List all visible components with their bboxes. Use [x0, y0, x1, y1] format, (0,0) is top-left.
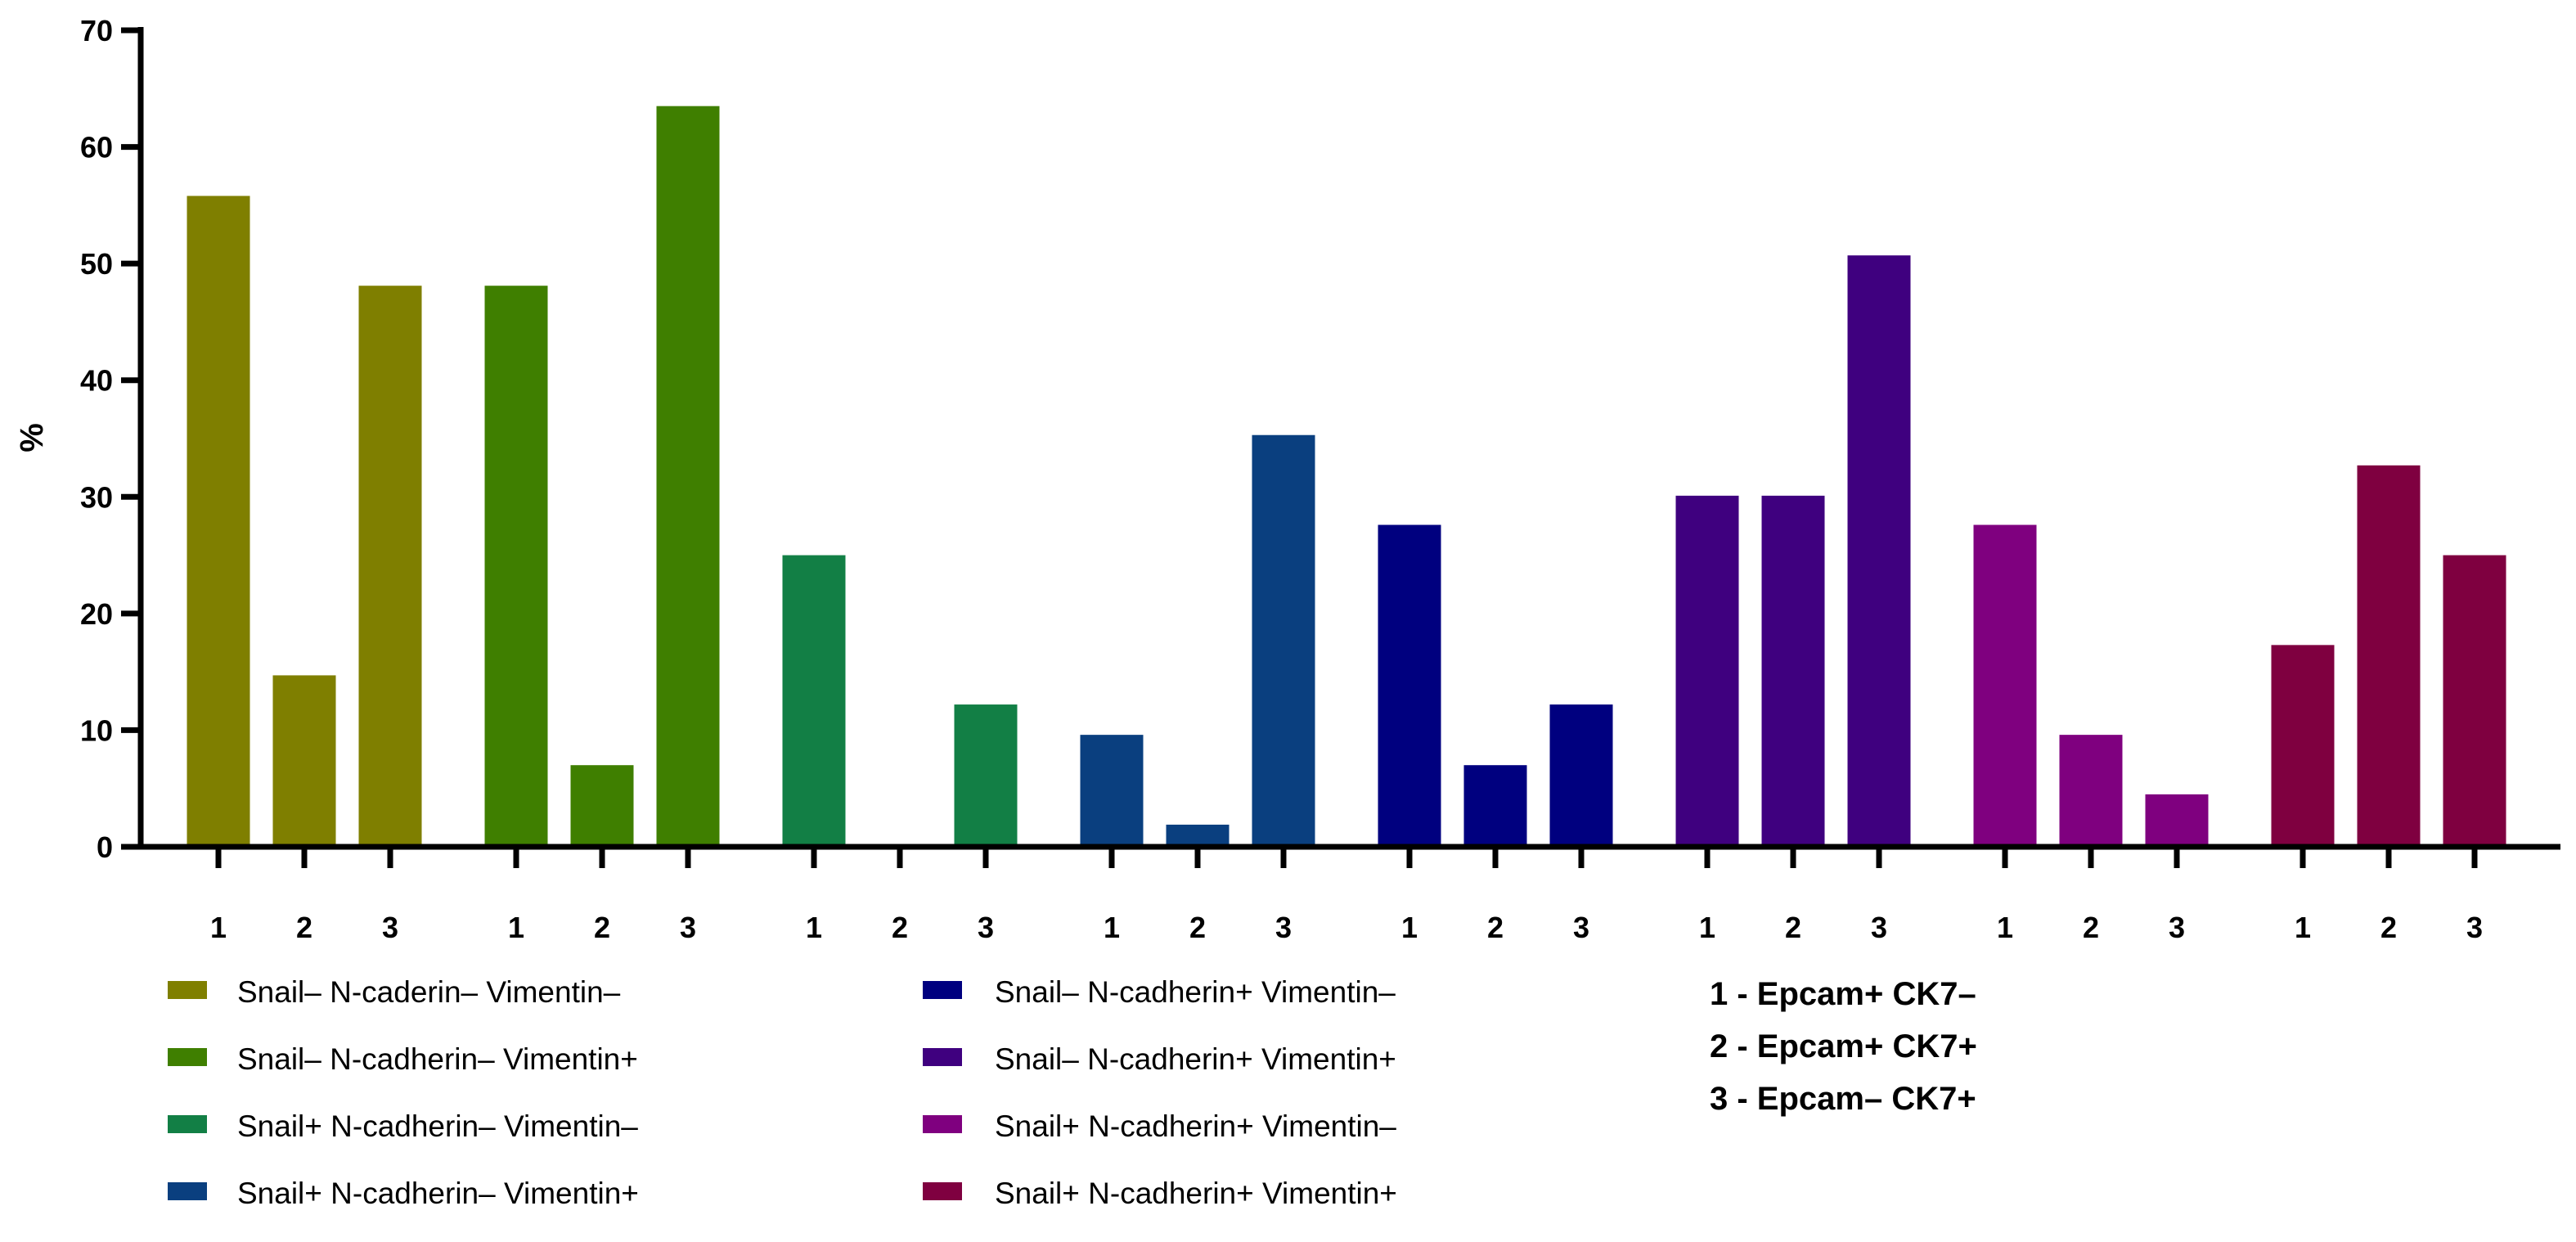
legend-label: Snail– N-cadherin+ Vimentin– — [995, 975, 1396, 1009]
legend-swatch — [923, 981, 962, 999]
x-tick-label: 2 — [1785, 911, 1801, 944]
x-tick-label: 3 — [2466, 911, 2483, 944]
y-tick-label: 70 — [80, 14, 113, 47]
y-tick-label: 20 — [80, 597, 113, 631]
y-tick-label: 60 — [80, 131, 113, 164]
bar-group-7-cat-1 — [1974, 525, 2037, 847]
legend-label: Snail– N-cadherin+ Vimentin+ — [995, 1042, 1396, 1076]
bar-group-6-cat-1 — [1676, 496, 1739, 847]
x-tick-labels: 1 2 3 1 2 3 1 2 3 1 2 3 1 2 3 1 2 3 1 2 3 1 2 3 — [210, 911, 2483, 944]
y-tick-labels: 0 10 20 30 40 50 60 70 — [80, 14, 113, 864]
annotation-notes: 1 - Epcam+ CK7– 2 - Epcam+ CK7+ 3 - Epcam–… — [1710, 976, 1977, 1117]
bar-group-8-cat-3 — [2443, 556, 2506, 847]
x-tick-label: 3 — [1573, 911, 1589, 944]
x-tick-label: 2 — [2380, 911, 2397, 944]
y-tick-label: 40 — [80, 364, 113, 398]
y-tick-label: 50 — [80, 247, 113, 281]
bar-group-3-cat-1 — [783, 556, 846, 847]
bar-group-5-cat-1 — [1378, 525, 1441, 847]
annotation-note: 2 - Epcam+ CK7+ — [1710, 1028, 1977, 1064]
x-tick-label: 1 — [210, 911, 227, 944]
y-tick-label: 10 — [80, 713, 113, 747]
x-tick-label: 2 — [892, 911, 908, 944]
bar-group-7-cat-3 — [2146, 794, 2209, 847]
bar-group-7-cat-2 — [2060, 735, 2123, 847]
y-tick-label: 0 — [97, 830, 113, 864]
x-tick-label: 3 — [978, 911, 994, 944]
bar-group-2-cat-3 — [657, 106, 720, 847]
bar-group-4-cat-2 — [1167, 825, 1230, 847]
x-tick-label: 2 — [594, 911, 610, 944]
bar-group-8-cat-2 — [2358, 466, 2421, 847]
x-tick-label: 3 — [680, 911, 696, 944]
legend-swatch — [923, 1115, 962, 1133]
x-tick-label: 1 — [1699, 911, 1715, 944]
legend-label: Snail+ N-cadherin+ Vimentin– — [995, 1109, 1396, 1143]
bar-group-8-cat-1 — [2272, 645, 2335, 847]
annotation-note: 1 - Epcam+ CK7– — [1710, 976, 1976, 1012]
legend-label: Snail+ N-cadherin– Vimentin+ — [237, 1177, 639, 1210]
legend-label: Snail+ N-cadherin+ Vimentin+ — [995, 1177, 1397, 1210]
bar-group-1-cat-1 — [187, 196, 250, 847]
legend-label: Snail– N-cadherin– Vimentin+ — [237, 1042, 638, 1076]
bar-group-3-cat-3 — [955, 704, 1018, 847]
bar-group-5-cat-2 — [1464, 765, 1527, 847]
legend-label: Snail– N-caderin– Vimentin– — [237, 975, 621, 1009]
bar-group-4-cat-3 — [1252, 435, 1315, 847]
chart: 0 10 20 30 40 50 60 70 1 2 3 1 2 3 1 2 3 1 2 3 1 2 3 1 2 3 1 2 3 1 2 3… — [0, 0, 2576, 1242]
x-tick-label: 1 — [1997, 911, 2013, 944]
legend-swatch — [923, 1048, 962, 1066]
x-tick-label: 2 — [1189, 911, 1206, 944]
bar-group-5-cat-3 — [1550, 704, 1613, 847]
x-tick-label: 1 — [1401, 911, 1418, 944]
legend-swatch — [168, 1048, 207, 1066]
x-tick-label: 3 — [1871, 911, 1887, 944]
legend-swatch — [168, 981, 207, 999]
bar-group-1-cat-3 — [359, 286, 422, 847]
x-tick-label: 1 — [1104, 911, 1120, 944]
legend-swatch — [923, 1182, 962, 1200]
annotation-note: 3 - Epcam– CK7+ — [1710, 1081, 1976, 1117]
x-tick-label: 1 — [2295, 911, 2311, 944]
legend-label: Snail+ N-cadherin– Vimentin– — [237, 1109, 638, 1143]
x-tick-label: 3 — [1275, 911, 1292, 944]
x-tick-label: 1 — [806, 911, 822, 944]
x-tick-label: 2 — [1487, 911, 1504, 944]
bar-group-6-cat-3 — [1848, 255, 1911, 847]
bar-group-1-cat-2 — [273, 675, 336, 847]
legend-swatch — [168, 1182, 207, 1200]
x-tick-label: 3 — [382, 911, 398, 944]
bar-group-4-cat-1 — [1081, 735, 1144, 847]
bars — [187, 106, 2506, 847]
x-tick-label: 2 — [2083, 911, 2099, 944]
x-tick-label: 1 — [508, 911, 524, 944]
legend-swatch — [168, 1115, 207, 1133]
bar-group-2-cat-1 — [485, 286, 548, 847]
bar-group-6-cat-2 — [1762, 496, 1825, 847]
bar-group-2-cat-2 — [571, 765, 634, 847]
legend: Snail– N-caderin– Vimentin– Snail– N-cadh… — [168, 975, 1397, 1210]
y-axis-title: % — [14, 423, 50, 452]
y-tick-label: 30 — [80, 480, 113, 514]
x-tick-label: 3 — [2169, 911, 2185, 944]
x-tick-label: 2 — [296, 911, 312, 944]
